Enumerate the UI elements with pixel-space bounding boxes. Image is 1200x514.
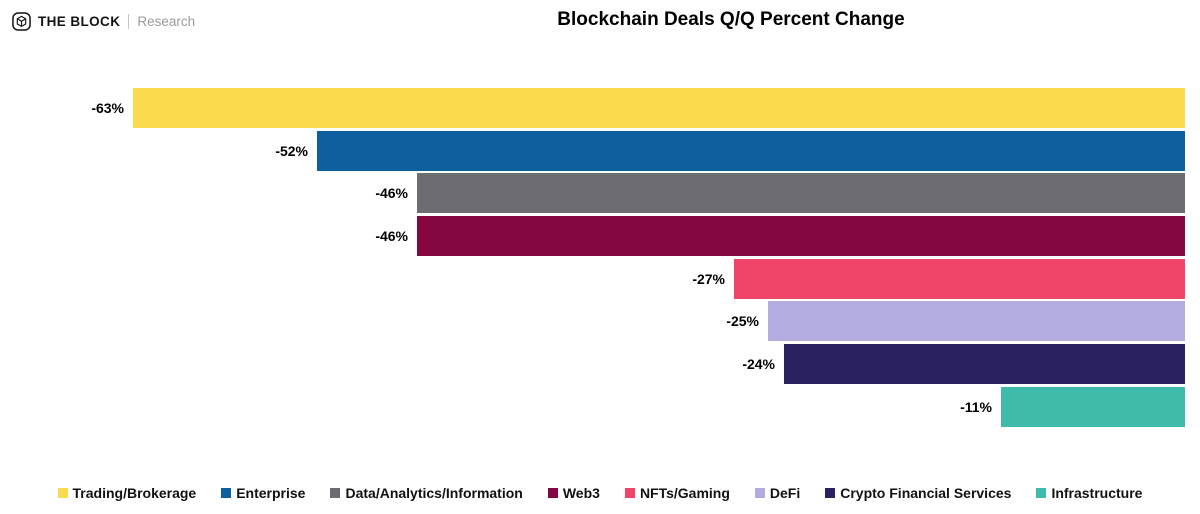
legend-item-web3: Web3 xyxy=(547,485,600,501)
bar-enterprise xyxy=(317,130,1185,171)
legend-label-nfts-gaming: NFTs/Gaming xyxy=(639,485,730,501)
brand-name: THE BLOCK xyxy=(38,13,121,29)
legend-label-enterprise: Enterprise xyxy=(236,485,306,501)
block-cube-icon xyxy=(12,11,31,31)
legend-item-data-analytics-information: Data/Analytics/Information xyxy=(330,485,523,501)
legend-swatch-data-analytics-information xyxy=(330,488,341,498)
bar-value-label-defi: -25% xyxy=(726,313,759,330)
legend-label-defi: DeFi xyxy=(769,485,801,501)
legend-item-enterprise: Enterprise xyxy=(221,485,305,501)
legend-item-nfts-gaming: NFTs/Gaming xyxy=(624,485,730,501)
legend-swatch-enterprise xyxy=(221,488,232,498)
legend-label-infrastructure: Infrastructure xyxy=(1051,485,1143,501)
bar-nfts-gaming xyxy=(734,258,1185,299)
bar-value-label-crypto-financial-services: -24% xyxy=(742,356,775,373)
bar-chart: -63% -52% -46% -46% -27% -25% -24% -11% xyxy=(0,88,1185,427)
bar-row-data-analytics-information: -46% xyxy=(0,173,1185,214)
legend-label-trading-brokerage: Trading/Brokerage xyxy=(72,485,197,501)
legend-item-infrastructure: Infrastructure xyxy=(1036,485,1142,501)
bar-data-analytics-information xyxy=(417,173,1185,214)
header-logo: THE BLOCK Research xyxy=(12,10,195,32)
legend-item-trading-brokerage: Trading/Brokerage xyxy=(57,485,197,501)
legend-swatch-defi xyxy=(754,488,765,498)
bar-value-label-infrastructure: -11% xyxy=(960,398,992,415)
legend-swatch-nfts-gaming xyxy=(624,488,635,498)
legend-item-defi: DeFi xyxy=(754,485,801,501)
bar-crypto-financial-services xyxy=(784,344,1185,385)
bar-value-label-trading-brokerage: -63% xyxy=(91,100,124,116)
legend-swatch-trading-brokerage xyxy=(57,488,68,498)
bar-value-label-data-analytics-information: -46% xyxy=(375,185,408,202)
bar-defi xyxy=(768,301,1185,342)
bar-infrastructure xyxy=(1001,386,1185,427)
bar-row-infrastructure: -11% xyxy=(0,386,1185,427)
brand-divider xyxy=(128,13,130,29)
brand-division: Research xyxy=(137,13,196,29)
legend-swatch-crypto-financial-services xyxy=(825,488,836,498)
bar-row-trading-brokerage: -63% xyxy=(0,88,1185,128)
bar-row-defi: -25% xyxy=(0,301,1185,342)
bar-trading-brokerage xyxy=(133,88,1185,128)
legend-swatch-infrastructure xyxy=(1036,488,1047,498)
bar-value-label-enterprise: -52% xyxy=(275,142,308,159)
bar-row-crypto-financial-services: -24% xyxy=(0,344,1185,385)
legend-label-data-analytics-information: Data/Analytics/Information xyxy=(345,485,523,501)
legend-swatch-web3 xyxy=(547,488,558,498)
chart-legend: Trading/Brokerage Enterprise Data/Analytic… xyxy=(0,483,1200,503)
legend-label-crypto-financial-services: Crypto Financial Services xyxy=(840,485,1012,501)
legend-label-web3: Web3 xyxy=(562,485,600,501)
bar-row-nfts-gaming: -27% xyxy=(0,258,1185,299)
bar-row-web3: -46% xyxy=(0,216,1185,257)
legend-item-crypto-financial-services: Crypto Financial Services xyxy=(825,485,1011,501)
bar-web3 xyxy=(417,216,1185,257)
bar-value-label-web3: -46% xyxy=(375,228,408,245)
bar-value-label-nfts-gaming: -27% xyxy=(692,270,725,287)
chart-title: Blockchain Deals Q/Q Percent Change xyxy=(557,9,905,30)
bar-row-enterprise: -52% xyxy=(0,130,1185,171)
